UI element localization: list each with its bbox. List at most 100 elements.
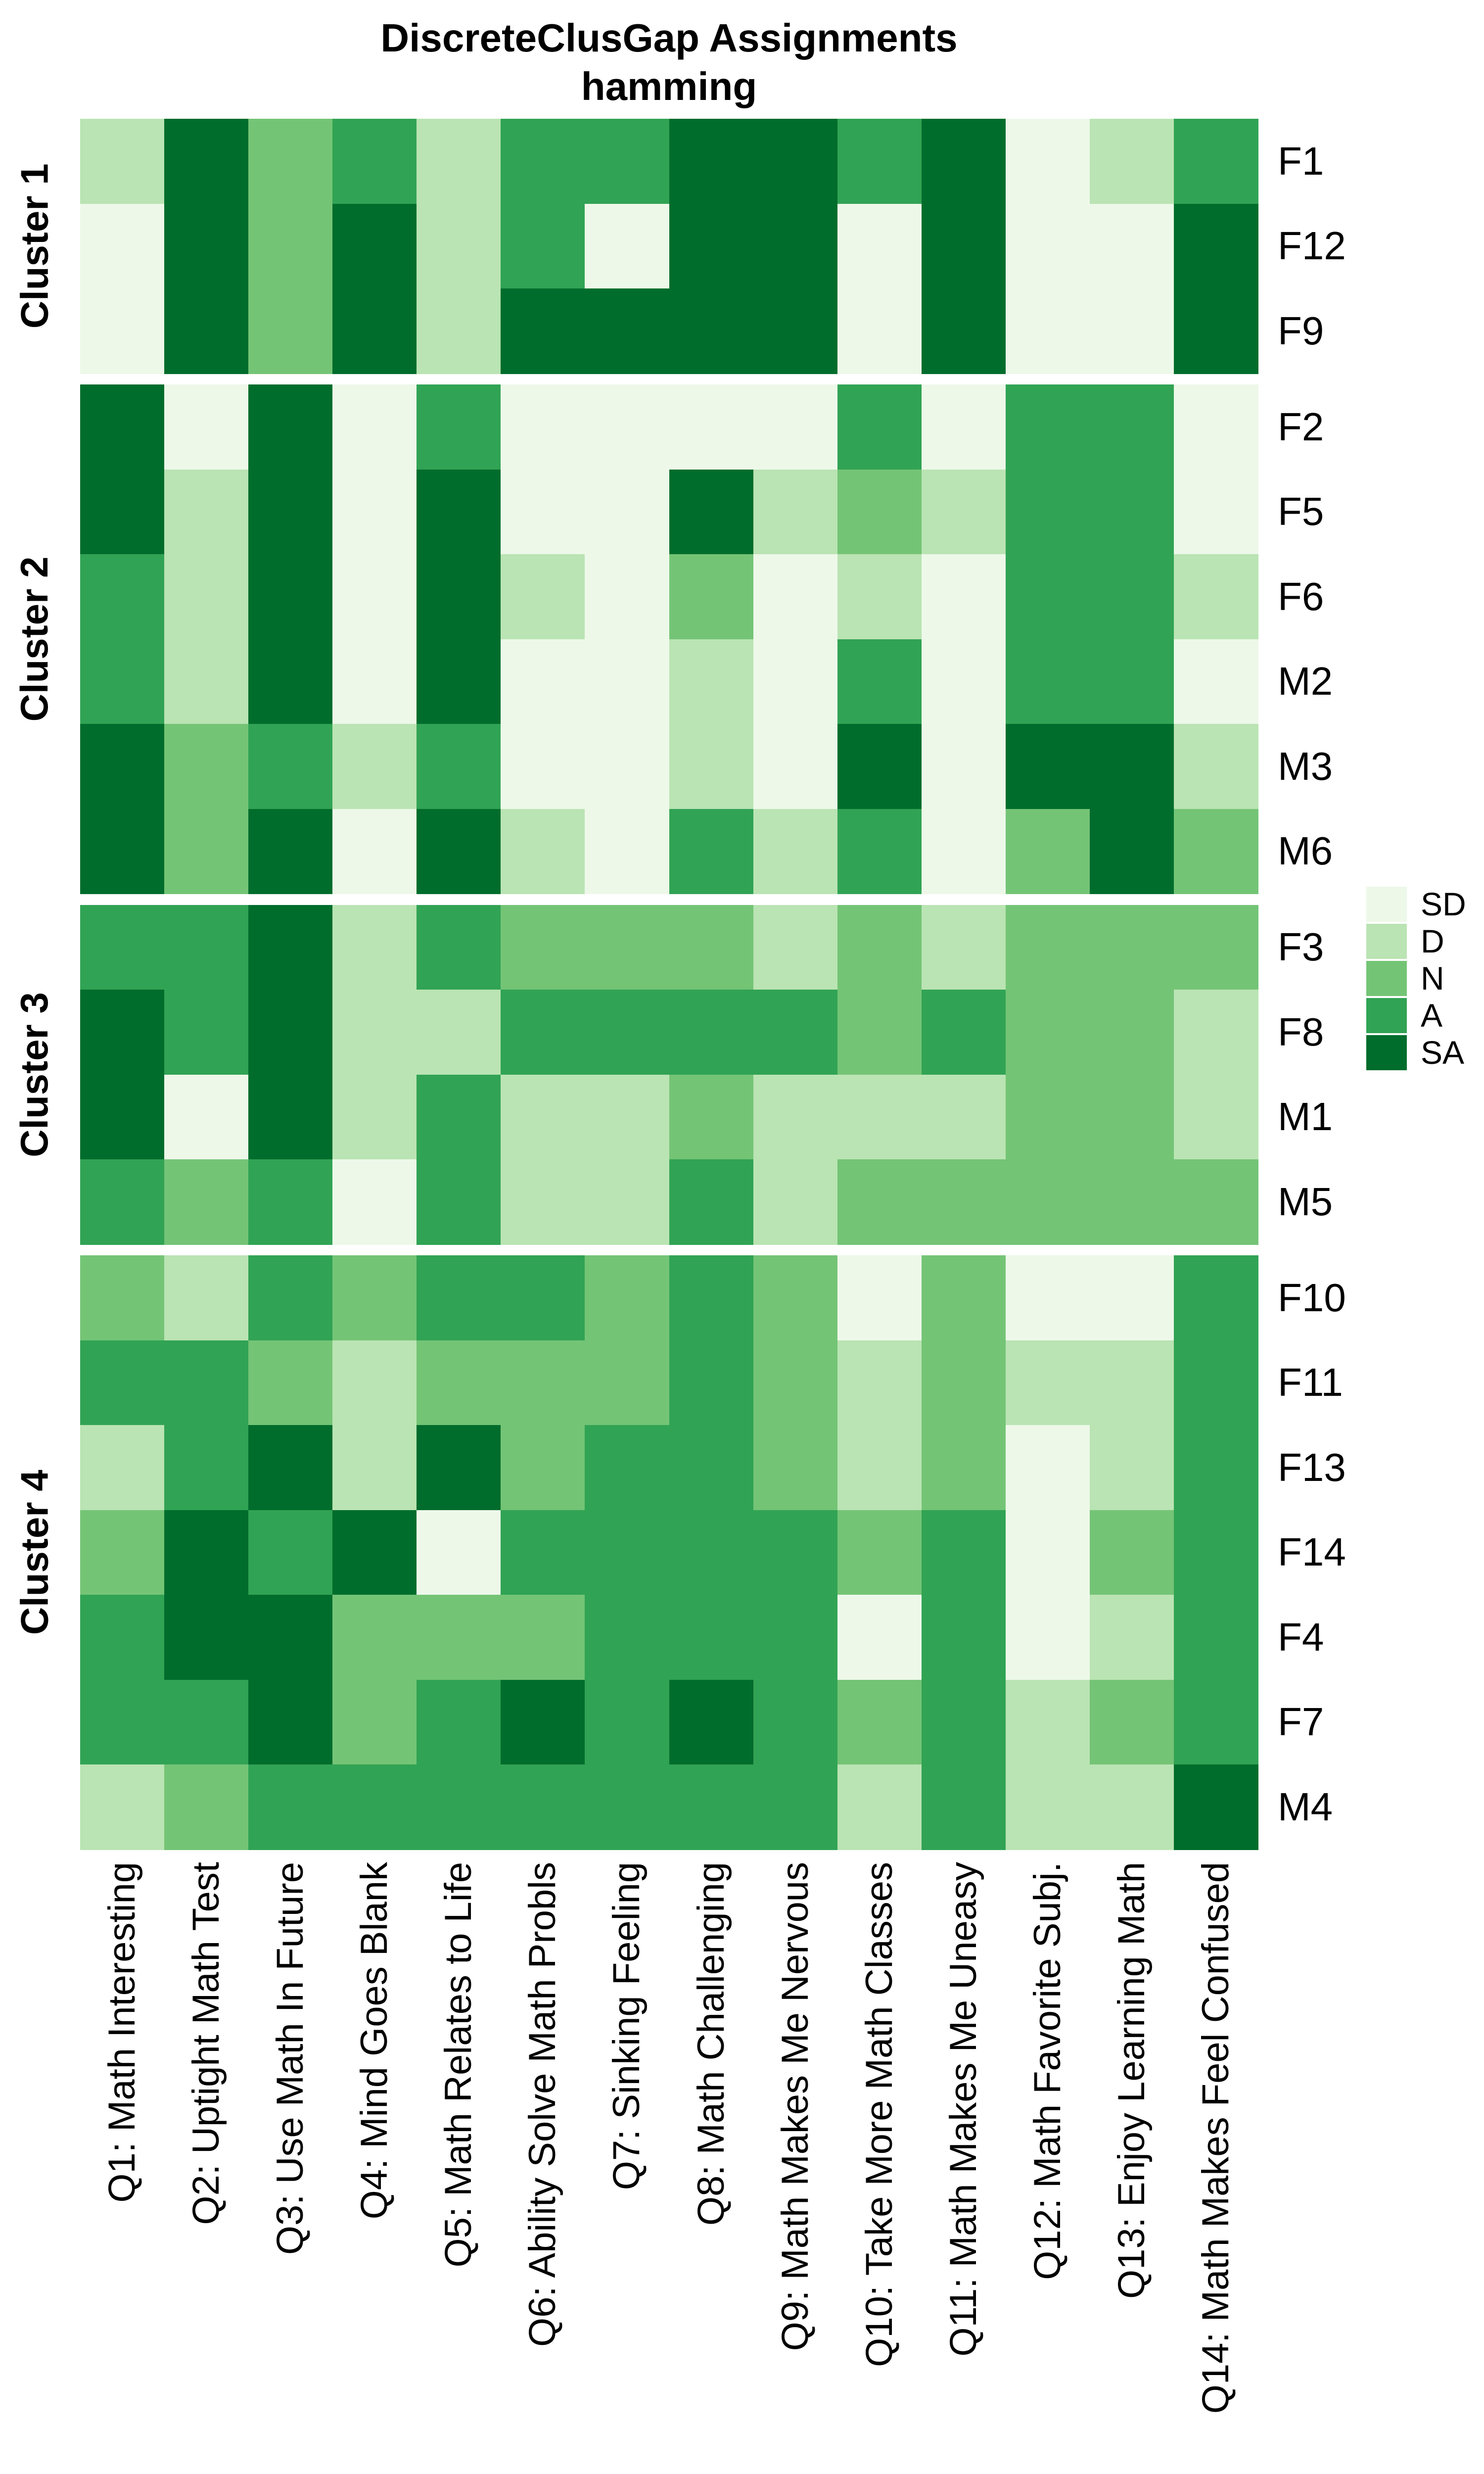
heatmap-cell	[837, 119, 922, 204]
heatmap-cell	[921, 724, 1006, 809]
heatmap-cell	[837, 990, 922, 1075]
heatmap-cell	[80, 203, 165, 289]
heatmap-cell	[837, 1340, 922, 1426]
heatmap-cell	[248, 639, 333, 724]
heatmap-cell	[837, 639, 922, 724]
heatmap-cell	[164, 1764, 249, 1850]
heatmap-cell	[248, 384, 333, 470]
heatmap-cell	[501, 904, 586, 990]
legend-label: D	[1421, 923, 1444, 959]
heatmap-cell	[501, 1074, 586, 1160]
heatmap-cell	[80, 1159, 165, 1245]
row-label: F8	[1278, 1009, 1324, 1054]
heatmap-cell	[1173, 1679, 1258, 1765]
row-label: F14	[1278, 1530, 1346, 1574]
heatmap-cell	[1173, 119, 1258, 204]
heatmap-cell	[837, 809, 922, 894]
heatmap-cell	[837, 1510, 922, 1595]
heatmap-cell	[80, 1340, 165, 1426]
heatmap-cell	[1173, 990, 1258, 1075]
heatmap-cell	[753, 203, 838, 289]
heatmap-cell	[585, 1679, 670, 1765]
heatmap-cell	[417, 1159, 502, 1245]
heatmap-cell	[585, 990, 670, 1075]
heatmap-cell	[837, 904, 922, 990]
heatmap-cell	[164, 1510, 249, 1595]
heatmap-cell	[1005, 1159, 1090, 1245]
heatmap-cell	[669, 1595, 754, 1680]
heatmap-cell	[501, 1255, 586, 1341]
heatmap-cell	[1173, 724, 1258, 809]
heatmap-cell	[417, 384, 502, 470]
heatmap-cell	[669, 1340, 754, 1426]
heatmap-cell	[1005, 1764, 1090, 1850]
heatmap-cell	[1005, 1595, 1090, 1680]
heatmap-cell	[80, 724, 165, 809]
heatmap-cell	[417, 1255, 502, 1341]
heatmap-cell	[585, 724, 670, 809]
heatmap-cell	[501, 1510, 586, 1595]
heatmap-cell	[1005, 1074, 1090, 1160]
heatmap-cell	[417, 1764, 502, 1850]
row-label: F2	[1278, 404, 1324, 449]
heatmap-cell	[164, 990, 249, 1075]
heatmap-cell	[1173, 1159, 1258, 1245]
heatmap-cell	[248, 1074, 333, 1160]
heatmap-cell	[164, 469, 249, 555]
row-label: M3	[1278, 744, 1333, 788]
heatmap-cell	[585, 119, 670, 204]
heatmap-cell	[669, 288, 754, 374]
heatmap-cell	[332, 1595, 417, 1680]
heatmap-cell	[1089, 1340, 1174, 1426]
row-label: F10	[1278, 1275, 1346, 1320]
heatmap-cell	[837, 1159, 922, 1245]
heatmap-cell	[332, 1510, 417, 1595]
heatmap-cell	[501, 469, 586, 555]
heatmap-cell	[164, 384, 249, 470]
heatmap-cell	[669, 1255, 754, 1341]
heatmap-cell	[1005, 809, 1090, 894]
heatmap-cell	[753, 1340, 838, 1426]
heatmap-cell	[1005, 469, 1090, 555]
heatmap-cell	[669, 1764, 754, 1850]
x-axis-label: Q6: Ability Solve Math Probls	[521, 1861, 564, 2347]
heatmap-cell	[837, 724, 922, 809]
heatmap-cell	[921, 990, 1006, 1075]
heatmap-cell	[164, 1159, 249, 1245]
heatmap-cell	[1173, 809, 1258, 894]
heatmap-cell	[1173, 1595, 1258, 1680]
heatmap-cell	[248, 469, 333, 555]
heatmap-cell	[248, 1340, 333, 1426]
heatmap-cell	[1089, 1425, 1174, 1511]
heatmap-cell	[585, 1425, 670, 1511]
heatmap-cell	[669, 639, 754, 724]
x-axis-label: Q2: Uptight Math Test	[185, 1861, 228, 2225]
heatmap-cell	[585, 1764, 670, 1850]
heatmap-cell	[921, 1595, 1006, 1680]
heatmap-cell	[417, 1510, 502, 1595]
heatmap-cell	[332, 1159, 417, 1245]
heatmap-cell	[585, 1074, 670, 1160]
heatmap-cell	[753, 1425, 838, 1511]
heatmap-cell	[1005, 1425, 1090, 1511]
heatmap-cell	[332, 1764, 417, 1850]
heatmap-cell	[417, 469, 502, 555]
x-axis-label: Q3: Use Math In Future	[269, 1861, 312, 2255]
heatmap-cell	[501, 288, 586, 374]
heatmap-cell	[669, 469, 754, 555]
heatmap-cell	[669, 1074, 754, 1160]
heatmap-cell	[80, 554, 165, 640]
heatmap-cell	[1005, 384, 1090, 470]
heatmap-cell	[1089, 1255, 1174, 1341]
heatmap-cell	[164, 1074, 249, 1160]
heatmap-cell	[80, 1425, 165, 1511]
heatmap-cell	[921, 119, 1006, 204]
cluster-label: Cluster 4	[12, 1470, 56, 1635]
heatmap-cell	[332, 639, 417, 724]
row-label: F6	[1278, 574, 1324, 618]
heatmap-cell	[1005, 1679, 1090, 1765]
row-label: F4	[1278, 1615, 1324, 1659]
heatmap-cell	[921, 384, 1006, 470]
heatmap-cell	[837, 203, 922, 289]
